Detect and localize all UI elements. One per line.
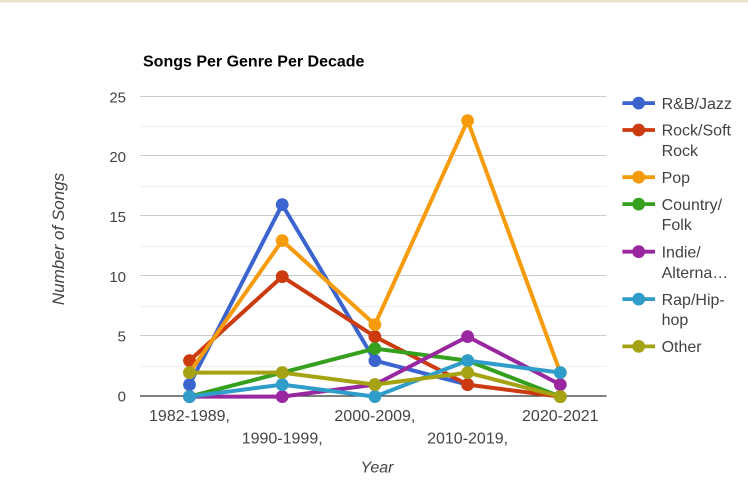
svg-text:Other: Other — [662, 339, 703, 356]
svg-text:2020-2021: 2020-2021 — [522, 408, 599, 425]
svg-text:5: 5 — [118, 329, 126, 346]
svg-text:2010-2019,: 2010-2019, — [427, 430, 508, 447]
svg-text:1990-1999,: 1990-1999, — [242, 430, 323, 447]
svg-text:R&B/Jazz: R&B/Jazz — [662, 96, 732, 113]
svg-text:Year: Year — [361, 460, 395, 477]
svg-text:2000-2009,: 2000-2009, — [334, 408, 415, 425]
svg-text:0: 0 — [118, 388, 126, 405]
svg-text:Pop: Pop — [662, 170, 691, 187]
svg-text:15: 15 — [109, 209, 126, 226]
svg-text:Indie/: Indie/ — [662, 244, 702, 261]
svg-text:Country/: Country/ — [662, 197, 723, 214]
svg-text:25: 25 — [109, 89, 126, 106]
svg-text:20: 20 — [109, 149, 126, 166]
svg-text:Rock/Soft: Rock/Soft — [662, 123, 732, 140]
svg-text:hop: hop — [662, 312, 689, 329]
svg-text:Alterna…: Alterna… — [662, 265, 729, 282]
svg-text:Rock: Rock — [662, 143, 699, 160]
svg-text:1982-1989,: 1982-1989, — [149, 408, 230, 425]
svg-text:Number of Songs: Number of Songs — [49, 172, 68, 305]
svg-text:Rap/Hip-: Rap/Hip- — [662, 292, 725, 309]
svg-text:Songs Per Genre Per Decade: Songs Per Genre Per Decade — [143, 54, 365, 71]
svg-text:Folk: Folk — [662, 217, 693, 234]
svg-text:10: 10 — [109, 269, 126, 286]
